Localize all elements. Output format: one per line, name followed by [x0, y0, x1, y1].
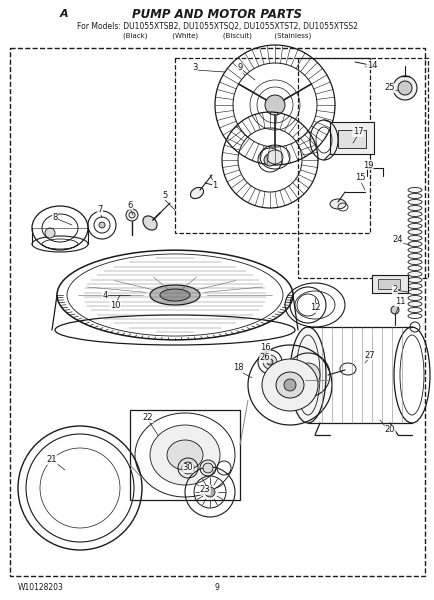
Text: 19: 19	[362, 160, 372, 169]
Ellipse shape	[407, 187, 421, 193]
Circle shape	[263, 355, 276, 369]
Ellipse shape	[407, 307, 421, 313]
Text: 3: 3	[192, 64, 197, 73]
Text: 2: 2	[391, 286, 397, 295]
Circle shape	[302, 370, 312, 380]
Ellipse shape	[407, 205, 421, 211]
Bar	[329, 122, 373, 154]
Circle shape	[397, 81, 411, 95]
Circle shape	[204, 487, 214, 497]
Ellipse shape	[160, 289, 190, 301]
Text: 17: 17	[352, 127, 362, 136]
Ellipse shape	[275, 372, 303, 398]
Text: 27: 27	[364, 350, 375, 359]
Text: 18: 18	[232, 364, 243, 373]
Circle shape	[126, 209, 138, 221]
Text: A: A	[60, 9, 69, 19]
Ellipse shape	[407, 259, 421, 265]
Text: 25: 25	[384, 83, 395, 92]
Text: PUMP AND MOTOR PARTS: PUMP AND MOTOR PARTS	[132, 7, 301, 20]
Text: 1: 1	[212, 181, 217, 190]
Ellipse shape	[407, 289, 421, 295]
Ellipse shape	[150, 285, 200, 305]
Circle shape	[203, 463, 213, 473]
Ellipse shape	[407, 217, 421, 223]
Ellipse shape	[266, 150, 283, 164]
Ellipse shape	[407, 223, 421, 229]
Text: 15: 15	[354, 173, 365, 182]
Ellipse shape	[283, 379, 295, 391]
Ellipse shape	[407, 247, 421, 253]
Text: W10128203: W10128203	[18, 583, 64, 593]
Bar	[297, 58, 427, 278]
Text: 14: 14	[366, 61, 376, 70]
Ellipse shape	[190, 187, 203, 199]
Text: 12: 12	[309, 304, 319, 313]
Ellipse shape	[143, 216, 157, 230]
Text: 16: 16	[259, 343, 270, 352]
Ellipse shape	[407, 277, 421, 283]
Ellipse shape	[407, 283, 421, 289]
Ellipse shape	[407, 253, 421, 259]
Text: 7: 7	[97, 205, 102, 214]
Text: For Models: DU1055XTSB2, DU1055XTSQ2, DU1055XTST2, DU1055XTSS2: For Models: DU1055XTSB2, DU1055XTSQ2, DU…	[76, 22, 357, 31]
Circle shape	[181, 462, 194, 474]
Text: 8: 8	[52, 214, 58, 223]
Circle shape	[264, 95, 284, 115]
Bar	[377, 279, 399, 289]
Circle shape	[263, 154, 275, 166]
Text: 9: 9	[214, 583, 219, 593]
Ellipse shape	[407, 271, 421, 277]
Bar	[337, 130, 365, 148]
Ellipse shape	[407, 295, 421, 301]
Bar	[10, 48, 424, 576]
Circle shape	[390, 306, 398, 314]
Bar	[371, 275, 407, 293]
Bar	[130, 410, 240, 500]
Ellipse shape	[407, 199, 421, 205]
Circle shape	[99, 222, 105, 228]
Text: 30: 30	[182, 463, 193, 473]
Circle shape	[295, 363, 319, 387]
Text: 24: 24	[392, 235, 402, 245]
Ellipse shape	[150, 425, 220, 485]
Ellipse shape	[407, 211, 421, 217]
Ellipse shape	[329, 199, 345, 209]
Ellipse shape	[261, 359, 317, 411]
Circle shape	[266, 359, 273, 365]
Text: 20: 20	[384, 425, 395, 434]
Text: 4: 4	[102, 290, 107, 299]
Ellipse shape	[407, 229, 421, 235]
Ellipse shape	[407, 265, 421, 271]
Text: 11: 11	[394, 298, 404, 307]
Ellipse shape	[289, 327, 325, 423]
Text: (Black)           (White)           (Biscuit)          (Stainless): (Black) (White) (Biscuit) (Stainless)	[122, 33, 310, 39]
Bar	[174, 58, 369, 233]
Ellipse shape	[407, 241, 421, 247]
Text: 22: 22	[142, 413, 153, 422]
Text: 9: 9	[237, 64, 242, 73]
Ellipse shape	[407, 235, 421, 241]
Text: 21: 21	[46, 455, 57, 464]
Text: 6: 6	[127, 200, 132, 209]
Text: 23: 23	[199, 485, 210, 494]
Text: 5: 5	[162, 191, 167, 199]
Text: 26: 26	[259, 353, 270, 362]
Ellipse shape	[167, 440, 203, 470]
Circle shape	[392, 76, 416, 100]
Ellipse shape	[407, 301, 421, 307]
Ellipse shape	[407, 313, 421, 319]
Text: 10: 10	[109, 301, 120, 310]
Ellipse shape	[407, 193, 421, 199]
Circle shape	[45, 228, 55, 238]
